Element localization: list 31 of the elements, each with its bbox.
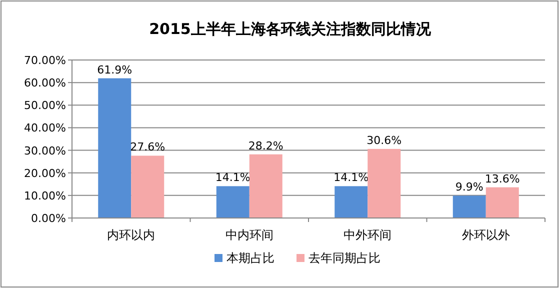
bar <box>486 187 519 218</box>
y-tick-label: 0.00% <box>31 212 66 225</box>
y-tick-label: 50.00% <box>24 99 66 112</box>
data-label: 28.2% <box>248 139 284 152</box>
y-tick-label: 20.00% <box>24 166 66 180</box>
legend-label: 本期占比 <box>226 251 274 265</box>
x-tick-label: 内环以内 <box>107 228 156 242</box>
y-tick-label: 40.00% <box>24 122 66 135</box>
data-label: 9.9% <box>455 180 484 194</box>
bar <box>98 78 132 218</box>
data-label: 14.1% <box>215 171 250 184</box>
bar <box>368 148 401 218</box>
x-tick-label: 中内环间 <box>225 228 274 242</box>
bar <box>216 186 250 218</box>
data-label: 14.1% <box>334 171 369 184</box>
legend-label: 去年同期占比 <box>308 251 380 265</box>
bar <box>452 196 486 218</box>
data-label: 30.6% <box>366 134 402 147</box>
x-tick-label: 外环以外 <box>462 228 510 242</box>
y-tick-label: 70.00% <box>24 54 66 67</box>
bar <box>131 156 164 218</box>
chart-title: 2015上半年上海各环线关注指数同比情况 <box>149 20 432 38</box>
data-label: 13.6% <box>484 172 520 186</box>
data-label: 27.6% <box>130 140 166 154</box>
y-tick-label: 10.00% <box>24 189 66 202</box>
bar <box>334 186 368 218</box>
y-tick-label: 60.00% <box>24 76 66 90</box>
bar <box>249 154 282 218</box>
data-label: 61.9% <box>97 63 132 76</box>
y-tick-label: 30.00% <box>24 144 66 158</box>
x-tick-label: 中外环间 <box>344 228 392 242</box>
